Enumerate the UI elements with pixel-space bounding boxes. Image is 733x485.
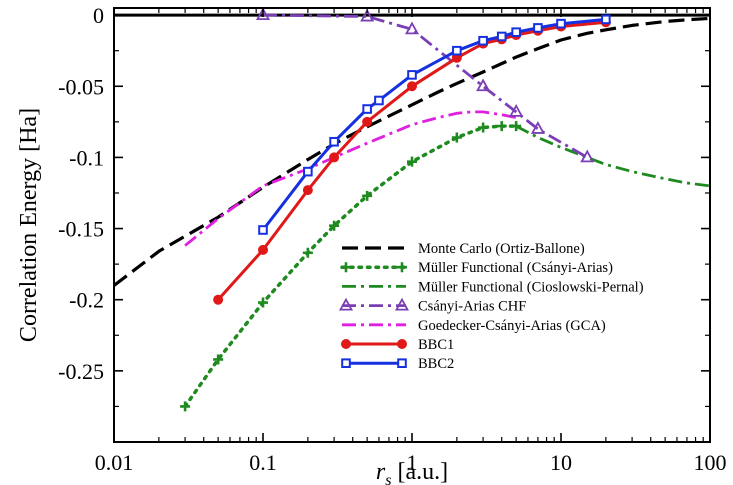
y-tick-label: -0.2 xyxy=(69,288,104,313)
legend-marker-bbc2 xyxy=(397,358,407,368)
series-line-monte-carlo-ortiz-ballone xyxy=(114,16,710,287)
legend-marker-muller-functional-csanyi-arias xyxy=(397,262,407,273)
data-point-bbc2 xyxy=(407,70,417,80)
data-point-bbc1 xyxy=(329,152,340,163)
legend-marker-bbc1 xyxy=(341,339,351,349)
x-tick-label: 100 xyxy=(694,450,727,475)
data-point-csanyi-arias-chf xyxy=(255,8,271,21)
y-tick-label: -0.1 xyxy=(69,145,104,170)
data-point-bbc1 xyxy=(302,185,313,196)
data-point-csanyi-arias-chf xyxy=(580,149,595,163)
data-point-csanyi-arias-chf xyxy=(404,21,420,35)
x-axis-title-main: r xyxy=(376,459,386,485)
x-axis-title-sub: s xyxy=(385,472,391,485)
x-tick-label: 0.1 xyxy=(249,450,277,475)
marker-layer xyxy=(180,8,611,412)
legend-label-csanyi-arias-chf: Csányi-Arias CHF xyxy=(418,299,526,315)
legend-marker-bbc2 xyxy=(341,358,351,368)
legend-label-bbc1: BBC1 xyxy=(418,337,454,353)
series-line-muller-functional-cioslowski-pernal xyxy=(515,124,710,188)
data-point-muller-functional-csanyi-arias xyxy=(511,121,522,132)
data-point-muller-functional-csanyi-arias xyxy=(213,354,224,365)
data-point-bbc2 xyxy=(303,166,313,177)
x-tick-label: 10 xyxy=(550,450,572,475)
data-point-csanyi-arias-chf xyxy=(509,104,524,117)
data-point-muller-functional-csanyi-arias xyxy=(496,121,507,132)
legend-marker-bbc1 xyxy=(397,339,407,349)
series-line-goedecker-csanyi-arias-gca xyxy=(184,110,517,247)
legend-label-muller-functional-cioslowski-pernal: Müller Functional (Cioslowski-Pernal) xyxy=(418,279,644,295)
data-point-bbc2 xyxy=(496,31,507,42)
data-point-bbc1 xyxy=(213,294,224,305)
data-point-muller-functional-csanyi-arias xyxy=(478,122,489,133)
data-point-csanyi-arias-chf xyxy=(360,8,375,22)
x-tick-label: 0.01 xyxy=(95,450,134,475)
data-point-bbc2 xyxy=(258,225,268,235)
data-point-muller-functional-csanyi-arias xyxy=(451,132,462,143)
data-point-muller-functional-csanyi-arias xyxy=(329,220,340,231)
data-point-muller-functional-csanyi-arias xyxy=(407,156,417,167)
y-tick-label: -0.05 xyxy=(58,74,104,99)
data-point-bbc2 xyxy=(511,27,521,37)
data-point-muller-functional-csanyi-arias xyxy=(258,297,268,308)
data-point-bbc2 xyxy=(601,14,611,25)
y-axis-title: Correlation Energy [Ha] xyxy=(16,108,42,342)
data-point-bbc2 xyxy=(362,104,372,114)
data-point-bbc2 xyxy=(374,95,384,106)
legend-marker-csanyi-arias-chf xyxy=(338,297,354,311)
data-point-csanyi-arias-chf xyxy=(476,78,491,92)
legend-label-muller-functional-csanyi-arias: Müller Functional (Csányi-Arias) xyxy=(418,260,613,276)
y-tick-label: -0.15 xyxy=(58,217,104,242)
x-axis-title: rs [a.u.] xyxy=(376,459,448,485)
legend-label-monte-carlo-ortiz-ballone: Monte Carlo (Ortiz-Ballone) xyxy=(418,241,585,257)
tick-layer: 0.01 0.1 1 10 100 0 -0.05 -0.1 -0.15 -0.2 -0.25 xyxy=(58,3,726,475)
data-point-bbc1 xyxy=(407,81,417,92)
legend-label-goedecker-csanyi-arias-gca: Goedecker-Csányi-Arias (GCA) xyxy=(418,318,606,334)
x-tick-label: 1 xyxy=(407,450,418,475)
legend-marker-muller-functional-csanyi-arias xyxy=(341,262,351,273)
legend-label-bbc2: BBC2 xyxy=(418,356,454,372)
y-tick-label: 0 xyxy=(93,3,104,28)
data-point-muller-functional-csanyi-arias xyxy=(362,190,373,201)
x-axis-title-unit: [a.u.] xyxy=(391,459,448,485)
plot-background xyxy=(114,8,710,442)
data-point-bbc2 xyxy=(452,45,462,56)
data-point-bbc1 xyxy=(258,244,268,255)
y-tick-label: -0.25 xyxy=(58,359,104,384)
legend: Monte Carlo (Ortiz-Ballone) Müller Functi… xyxy=(338,241,644,372)
data-point-bbc2 xyxy=(556,18,566,29)
data-point-bbc1 xyxy=(362,116,373,127)
data-point-muller-functional-csanyi-arias xyxy=(302,247,313,258)
data-point-bbc2 xyxy=(478,35,488,46)
legend-marker-csanyi-arias-chf xyxy=(394,297,410,311)
data-point-bbc2 xyxy=(533,23,543,33)
data-point-csanyi-arias-chf xyxy=(530,121,545,134)
data-point-muller-functional-csanyi-arias xyxy=(180,401,191,412)
data-point-bbc2 xyxy=(329,136,339,147)
